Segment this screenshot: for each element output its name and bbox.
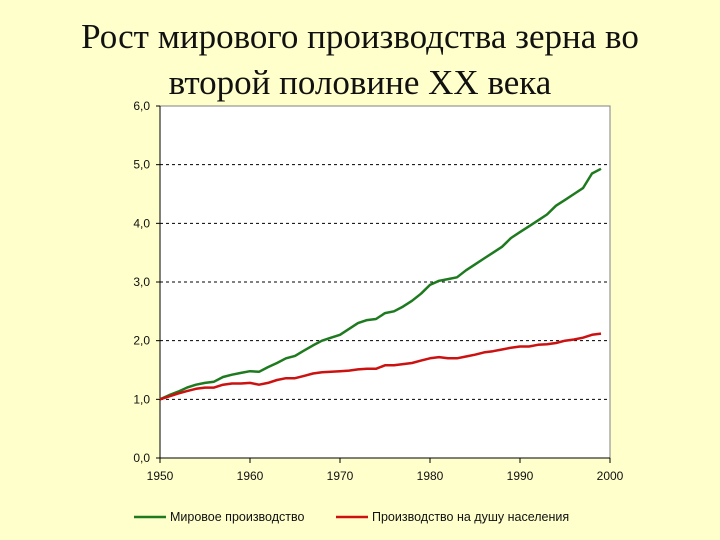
title-line-2: второй половине XX века	[168, 63, 552, 102]
y-tick-label: 6,0	[133, 99, 150, 113]
series-line-per-capita	[159, 332, 602, 401]
series-line-world-production	[159, 167, 602, 401]
y-tick-label: 0,0	[133, 451, 150, 465]
y-tick-label: 5,0	[133, 158, 150, 172]
x-tick-label: 1990	[507, 469, 534, 483]
y-tick-label: 1,0	[133, 392, 150, 406]
title-line-1: Рост мирового производства зерна во	[81, 17, 639, 56]
legend-label: Производство на душу населения	[372, 510, 569, 524]
x-tick-label: 1980	[417, 469, 444, 483]
y-tick-label: 2,0	[133, 334, 150, 348]
x-tick-label: 2000	[597, 469, 624, 483]
x-tick-label: 1950	[147, 469, 174, 483]
x-tick-label: 1960	[237, 469, 264, 483]
y-tick-label: 4,0	[133, 216, 150, 230]
legend-label: Мировое производство	[170, 510, 305, 524]
x-tick-label: 1970	[327, 469, 354, 483]
slide-title: Рост мирового производства зерна во втор…	[0, 14, 720, 106]
y-tick-label: 3,0	[133, 275, 150, 289]
